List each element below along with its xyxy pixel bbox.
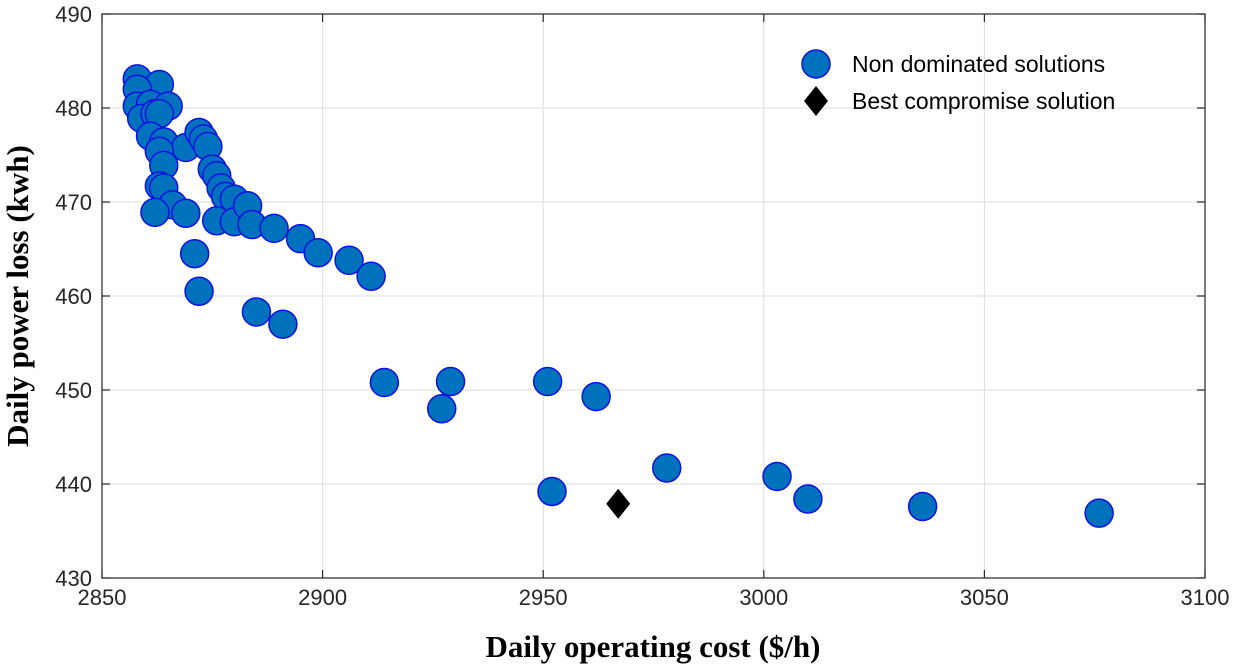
y-tick-label: 440: [55, 472, 92, 497]
plot-border: [101, 13, 1206, 579]
non-dominated-point: [907, 491, 938, 522]
non-dominated-point: [793, 484, 823, 514]
legend: Non dominated solutions Best compromise …: [801, 49, 1115, 116]
x-tick-label: 2850: [78, 585, 127, 610]
non-dominated-point: [426, 394, 457, 424]
non-dominated-point: [762, 461, 792, 492]
data-points: [122, 64, 1114, 528]
y-tick-label: 450: [55, 378, 92, 403]
x-tick-label: 2950: [519, 585, 568, 610]
best-compromise-point: [606, 488, 631, 519]
non-dominated-point: [268, 309, 298, 339]
y-tick-label: 460: [55, 284, 92, 309]
legend-label-non-dominated: Non dominated solutions: [852, 51, 1105, 77]
non-dominated-point: [651, 453, 682, 483]
x-tick-label: 3050: [960, 585, 1009, 610]
x-tick-label: 2900: [298, 585, 347, 610]
non-dominated-point: [171, 198, 201, 229]
non-dominated-point: [179, 238, 210, 269]
non-dominated-point: [140, 197, 170, 228]
y-tick-label: 480: [55, 96, 92, 121]
y-tick-label: 490: [55, 2, 92, 27]
y-tick-label: 430: [55, 566, 92, 591]
non-dominated-point: [356, 261, 386, 292]
x-tick-label: 3100: [1181, 585, 1230, 610]
non-dominated-point: [184, 276, 214, 307]
non-dominated-point: [303, 238, 333, 268]
x-tick-label: 3000: [739, 585, 788, 610]
legend-diamond-marker: [804, 86, 828, 116]
non-dominated-point: [532, 366, 563, 397]
non-dominated-point: [537, 476, 567, 507]
non-dominated-point: [581, 381, 611, 412]
non-dominated-point: [334, 245, 364, 276]
non-dominated-point: [241, 297, 272, 327]
axis-ticks: 2850 2900 2950 3000 3050 3100 430 440 450 460 470 4…: [55, 2, 1229, 610]
y-axis-title: Daily power loss (kwh): [0, 145, 35, 447]
y-tick-label: 470: [55, 190, 92, 215]
x-axis-title: Daily operating cost ($/h): [486, 629, 821, 664]
non-dominated-point: [259, 213, 289, 244]
legend-circle-marker: [801, 49, 831, 79]
non-dominated-point: [435, 366, 466, 397]
non-dominated-point: [369, 367, 400, 398]
legend-label-best-compromise: Best compromise solution: [852, 88, 1115, 114]
non-dominated-point: [1084, 498, 1114, 528]
